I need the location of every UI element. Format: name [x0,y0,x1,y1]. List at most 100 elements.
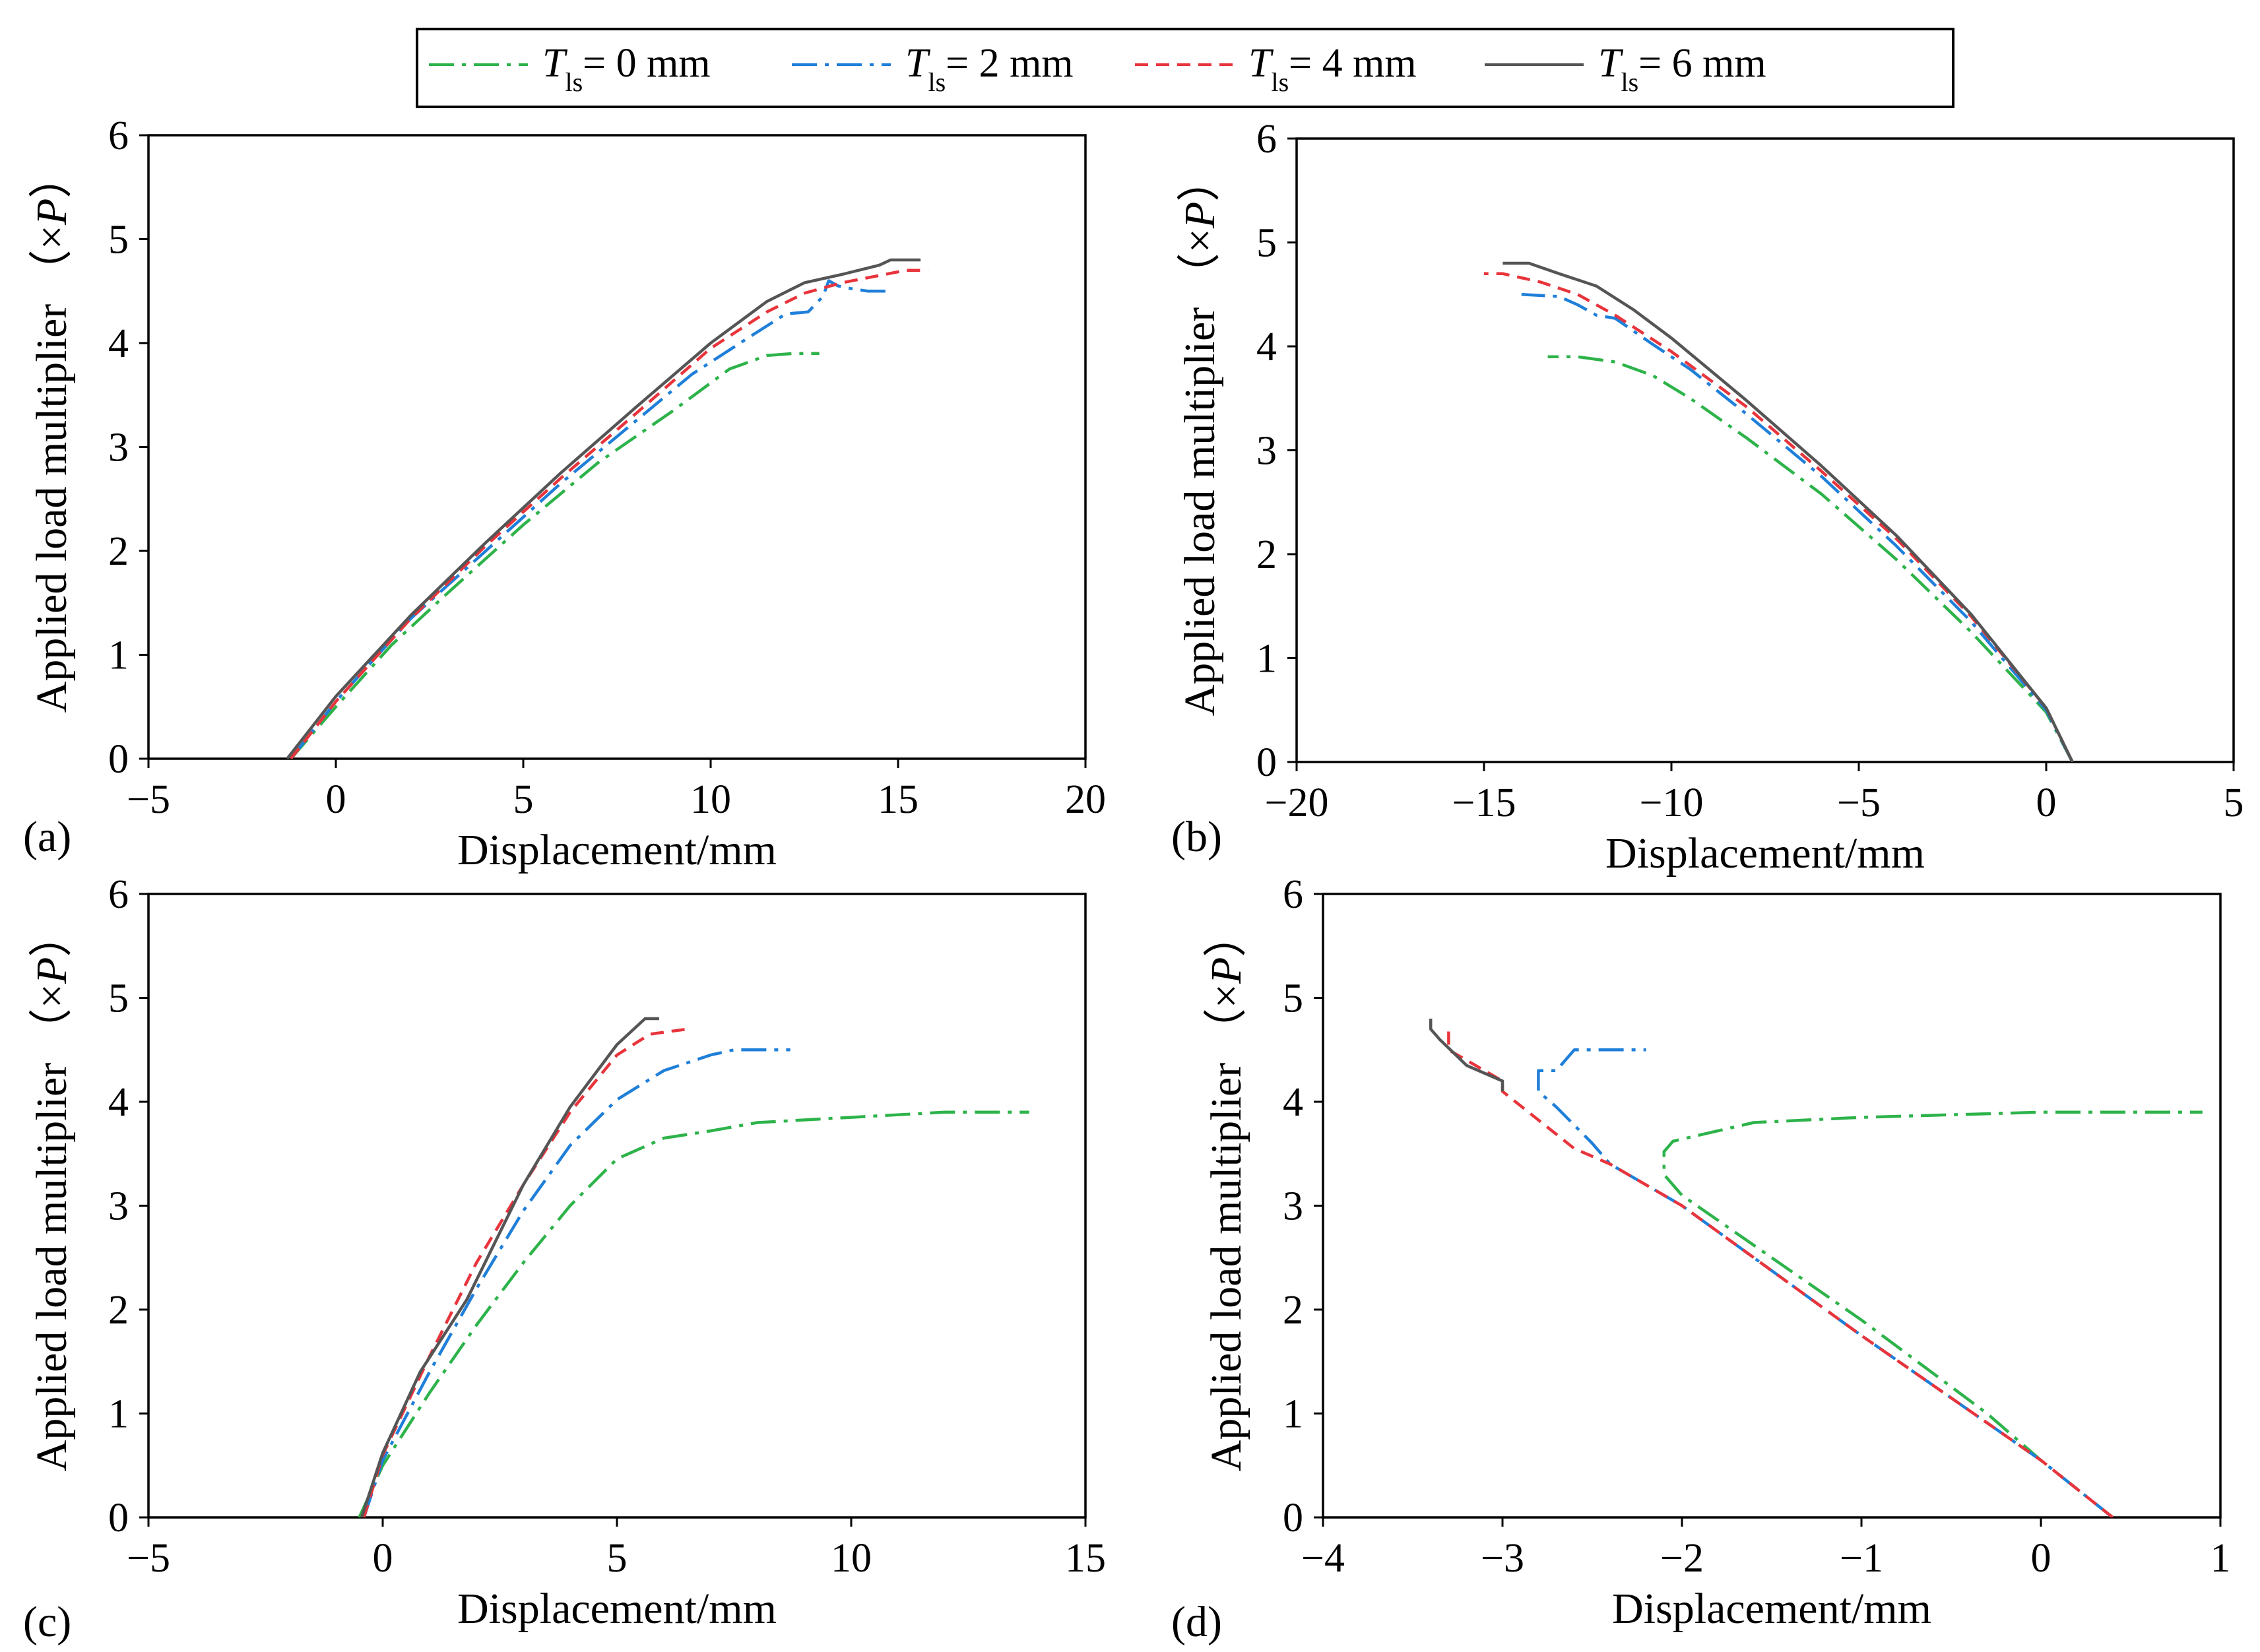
y-tick-label: 4 [1283,1080,1303,1125]
plot-frame [147,134,1087,760]
legend-label-sub: ls [1271,67,1289,97]
x-tick-label: 10 [690,777,731,822]
series-group [358,1017,1029,1517]
y-axis-label-unit-close: ） [28,155,76,199]
series-line-3 [1502,261,2074,762]
x-tick-label: 15 [1065,1536,1106,1581]
legend-label-rest: = 0 mm [583,41,710,86]
y-tick-label: 5 [1256,221,1277,266]
y-axis-label-unit-close: ） [1176,158,1224,202]
series-line-1 [1537,1048,2114,1517]
series-line-3 [286,258,921,759]
x-tick-label: 1 [2211,1536,2231,1581]
x-axis-label: Displacement/mm [1605,829,1925,877]
x-tick-label: −5 [127,1536,170,1581]
x-axis-label: Displacement/mm [457,1585,777,1633]
legend-label: Tls= 6 mm [1598,41,1766,97]
chart-panel: −20 −15 −10 −5 0 5 0 1 2 3 4 5 6 Displacement/mm Appli… [1171,117,2244,877]
x-tick-label: 0 [2036,780,2057,825]
plot-frame [1322,893,2222,1519]
x-tick-label: 0 [373,1536,393,1581]
series-line-0 [358,1110,1029,1517]
y-axis-label-unit-close: ） [1202,914,1250,957]
series-line-2 [1484,272,2074,762]
legend-label-var: T [905,41,931,86]
legend-label: Tls= 0 mm [542,41,711,97]
legend-box [416,28,1954,108]
series-group [1484,261,2074,762]
y-tick-label: 1 [108,1392,129,1437]
y-axis-label: Applied load multiplier （×P） [28,914,76,1472]
y-tick-label: 3 [1283,1184,1303,1229]
legend-label-sub: ls [565,67,583,97]
y-axis-label-unit-close: ） [28,914,76,957]
series-line-0 [1547,355,2074,762]
y-axis-label: Applied load multiplier （×P） [1202,914,1250,1472]
legend-label-sub: ls [1621,67,1638,97]
y-tick-label: 2 [108,1288,129,1333]
x-axis-label: Displacement/mm [457,826,777,874]
series-line-2 [362,1027,688,1517]
y-axis-label-text: Applied load multiplier [1202,1052,1250,1471]
y-axis-label-unit-var: P [1176,202,1224,229]
series-line-2 [290,269,928,759]
chart-panel: −5 0 5 10 15 200123456Displacement/mmApplied … [23,113,1106,874]
y-axis-label: Applied load multiplier （×P） [28,155,76,713]
y-axis-label-text: Applied load multiplier [28,1052,76,1471]
y-axis-label: Applied load multiplier （×P） [1176,158,1224,716]
y-tick-label: 1 [108,633,129,678]
legend-label-sub: ls [928,67,946,97]
plot-frame [147,893,1087,1519]
series-line-1 [290,279,891,759]
y-tick-label: 2 [1256,532,1277,577]
x-tick-label: −10 [1640,780,1704,825]
x-tick-label: −5 [1837,780,1881,825]
y-tick-label: 1 [1256,637,1277,682]
legend-label-var: T [1598,41,1624,86]
series-line-0 [290,352,820,759]
x-tick-label: −5 [127,777,170,822]
y-tick-label: 1 [1283,1392,1303,1437]
y-tick-label: 4 [108,321,129,366]
series-line-0 [1662,1110,2203,1517]
x-tick-label: 20 [1065,777,1106,822]
y-tick-label: 6 [108,113,129,158]
y-tick-label: 5 [108,976,129,1021]
x-tick-label: 0 [326,777,346,822]
x-tick-label: 5 [2224,780,2244,825]
x-axis-label: Displacement/mm [1612,1585,1931,1633]
y-axis-label-unit-var: P [28,199,76,226]
y-tick-label: 5 [1283,976,1303,1021]
x-tick-label: −4 [1301,1536,1345,1581]
y-tick-label: 0 [108,737,129,782]
series-line-1 [362,1048,791,1517]
x-tick-label: 0 [2031,1536,2051,1581]
series-group [286,258,928,759]
panel-label: (a) [23,813,71,861]
y-axis-label-unit-var: P [28,957,76,984]
y-axis-label-text: Applied load multiplier [28,293,76,713]
x-tick-label: −3 [1481,1536,1524,1581]
y-tick-label: 2 [108,529,129,574]
x-tick-label: −1 [1840,1536,1883,1581]
y-tick-label: 4 [108,1080,129,1125]
series-line-1 [1521,293,2074,762]
y-axis-label-unit-open: （× [28,225,76,293]
legend-label-var: T [1248,41,1274,86]
x-tick-label: 10 [831,1536,872,1581]
y-axis-label-unit-var: P [1202,957,1250,984]
y-axis-label-unit-open: （× [1176,228,1224,296]
y-tick-label: 6 [108,872,129,917]
y-tick-label: 3 [1256,429,1277,474]
y-tick-label: 0 [1256,740,1277,785]
y-tick-label: 0 [108,1496,129,1541]
x-tick-label: −20 [1265,780,1329,825]
series-group [1429,1019,2203,1517]
legend-label-rest: = 6 mm [1638,41,1766,86]
x-tick-label: −2 [1660,1536,1704,1581]
y-tick-label: 4 [1256,325,1277,369]
y-tick-label: 3 [108,1184,129,1229]
series-line-2 [1447,1029,2114,1517]
y-tick-label: 2 [1283,1288,1303,1333]
